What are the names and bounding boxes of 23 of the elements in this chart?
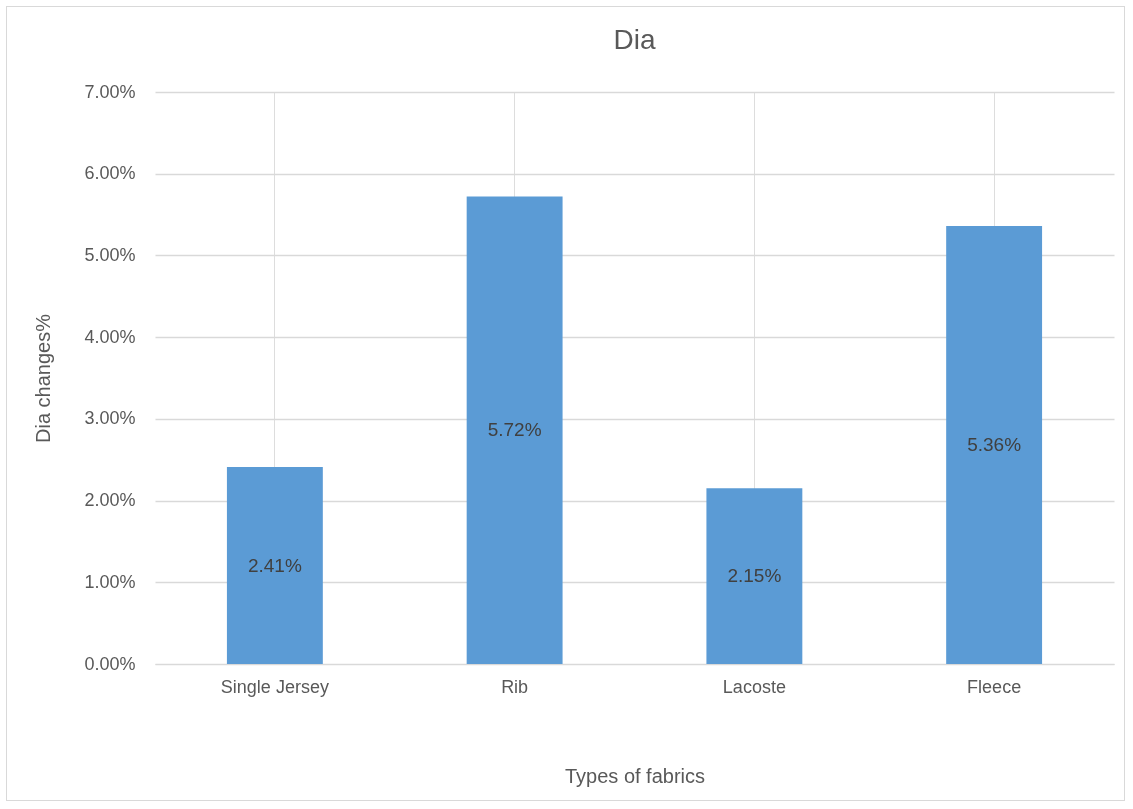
x-tick-label: Single Jersey — [220, 676, 329, 697]
y-tick-label: 7.00% — [84, 81, 136, 102]
chart-title: Dia — [613, 24, 656, 55]
data-label: 2.15% — [727, 565, 782, 587]
y-tick-label: 5.00% — [84, 244, 136, 265]
x-tick-label: Lacoste — [722, 676, 786, 697]
y-tick-label: 0.00% — [84, 653, 136, 674]
y-tick-label: 2.00% — [84, 490, 136, 511]
y-tick-label: 6.00% — [84, 163, 136, 184]
bar — [706, 488, 803, 664]
y-tick-label: 4.00% — [84, 326, 136, 347]
bar — [946, 226, 1043, 664]
bar — [226, 467, 323, 664]
bar — [466, 196, 563, 664]
x-tick-label: Fleece — [967, 676, 1022, 697]
data-label: 2.41% — [247, 554, 302, 576]
x-axis-title: Types of fabrics — [564, 764, 706, 787]
y-tick-label: 1.00% — [84, 571, 136, 592]
y-tick-label: 3.00% — [84, 408, 136, 429]
data-label: 5.72% — [487, 419, 542, 441]
data-label: 5.36% — [967, 434, 1022, 456]
y-axis-title: Dia changes% — [32, 313, 55, 443]
x-tick-label: Rib — [501, 676, 529, 697]
